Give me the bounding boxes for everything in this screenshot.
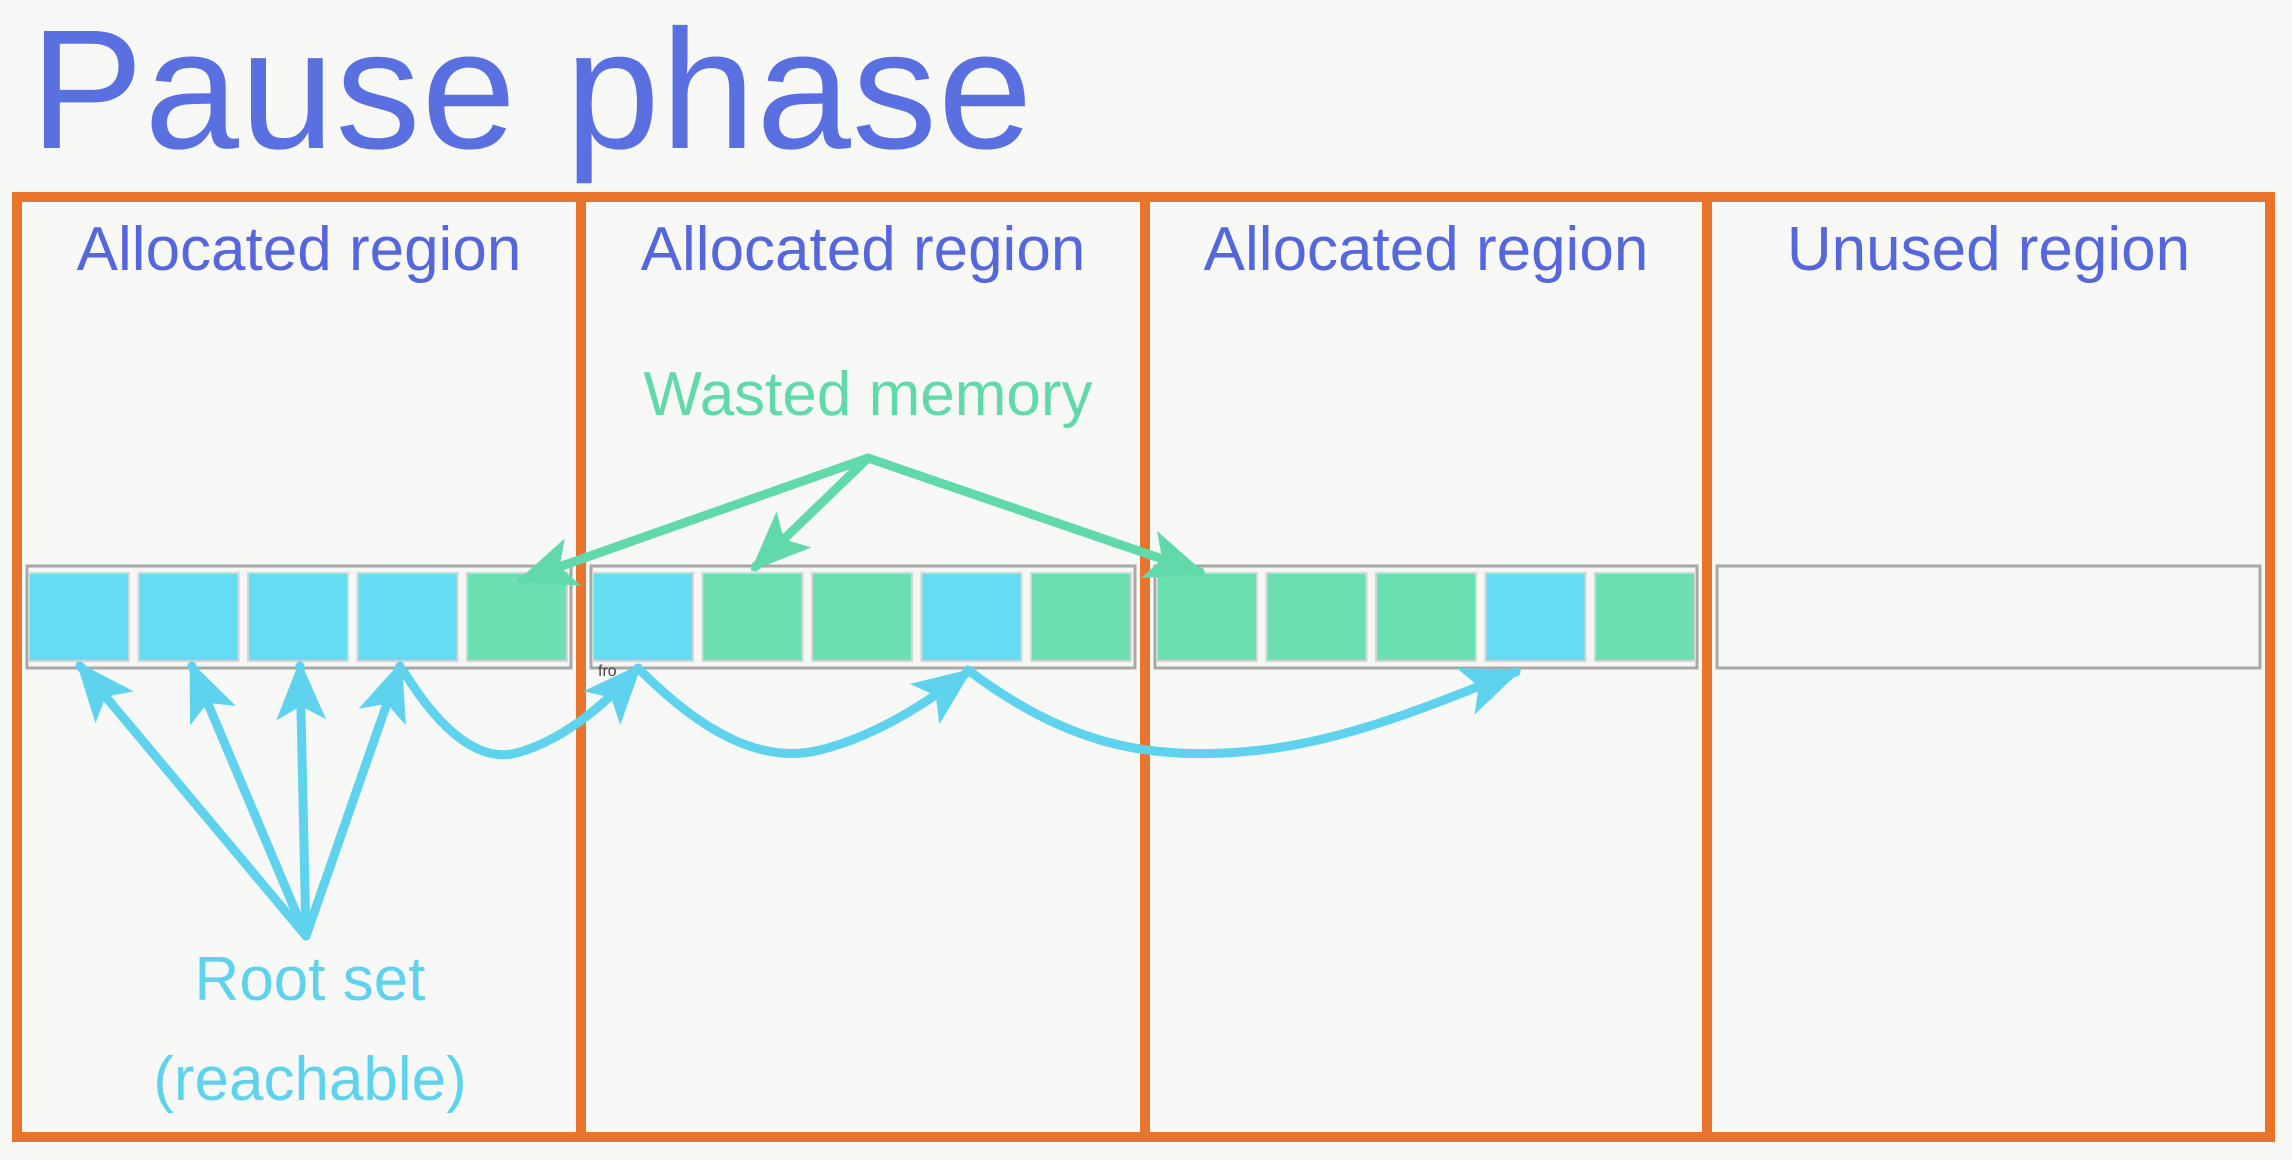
live-object-cell	[1484, 572, 1587, 662]
root-arrow-3	[276, 660, 327, 941]
ref-arrow-2	[635, 665, 973, 758]
wasted-object-cell	[701, 572, 804, 662]
wasted-object-cell	[1030, 572, 1132, 662]
region-label-2: Allocated region	[641, 215, 1086, 284]
wasted-object-cell	[1375, 572, 1477, 662]
wasted-object-cell	[1265, 572, 1368, 662]
root-arrow-1	[75, 661, 311, 941]
reachable-arrows	[75, 660, 1522, 941]
page-title: Pause phase	[30, 0, 1034, 185]
live-object-cell	[592, 572, 694, 662]
memory-strip-4	[1715, 564, 2262, 670]
reachable-label: (reachable)	[153, 1045, 467, 1114]
live-object-cell	[28, 572, 130, 662]
root-arrow-2	[187, 660, 311, 941]
wasted-object-cell	[811, 572, 913, 662]
wasted-object-cell	[1156, 572, 1258, 662]
wasted-memory-label: Wasted memory	[643, 360, 1092, 429]
ref-arrow-1	[399, 663, 643, 760]
ref-arrow-3	[963, 665, 1522, 759]
memory-cells	[28, 572, 1696, 662]
region-labels: Allocated region Allocated region Allocate…	[77, 215, 2190, 284]
tiny-label: fro	[598, 663, 617, 680]
regions	[12, 192, 2275, 1142]
live-object-cell	[920, 572, 1023, 662]
region-label-4: Unused region	[1787, 215, 2190, 284]
region-label-3: Allocated region	[1204, 215, 1649, 284]
region-label-1: Allocated region	[77, 215, 522, 284]
wasted-object-cell	[466, 572, 568, 662]
wasted-arrow-right	[863, 453, 1206, 579]
wasted-arrows	[516, 453, 1206, 586]
wasted-object-cell	[1594, 572, 1696, 662]
region-frame-4	[1702, 192, 2275, 1142]
wasted-arrow-left	[516, 453, 873, 586]
root-set-label: Root set	[195, 945, 426, 1014]
root-arrow-4	[301, 660, 406, 941]
wasted-arrow-middle	[750, 453, 873, 572]
live-object-cell	[356, 572, 459, 662]
live-object-cell	[247, 572, 349, 662]
live-object-cell	[137, 572, 240, 662]
